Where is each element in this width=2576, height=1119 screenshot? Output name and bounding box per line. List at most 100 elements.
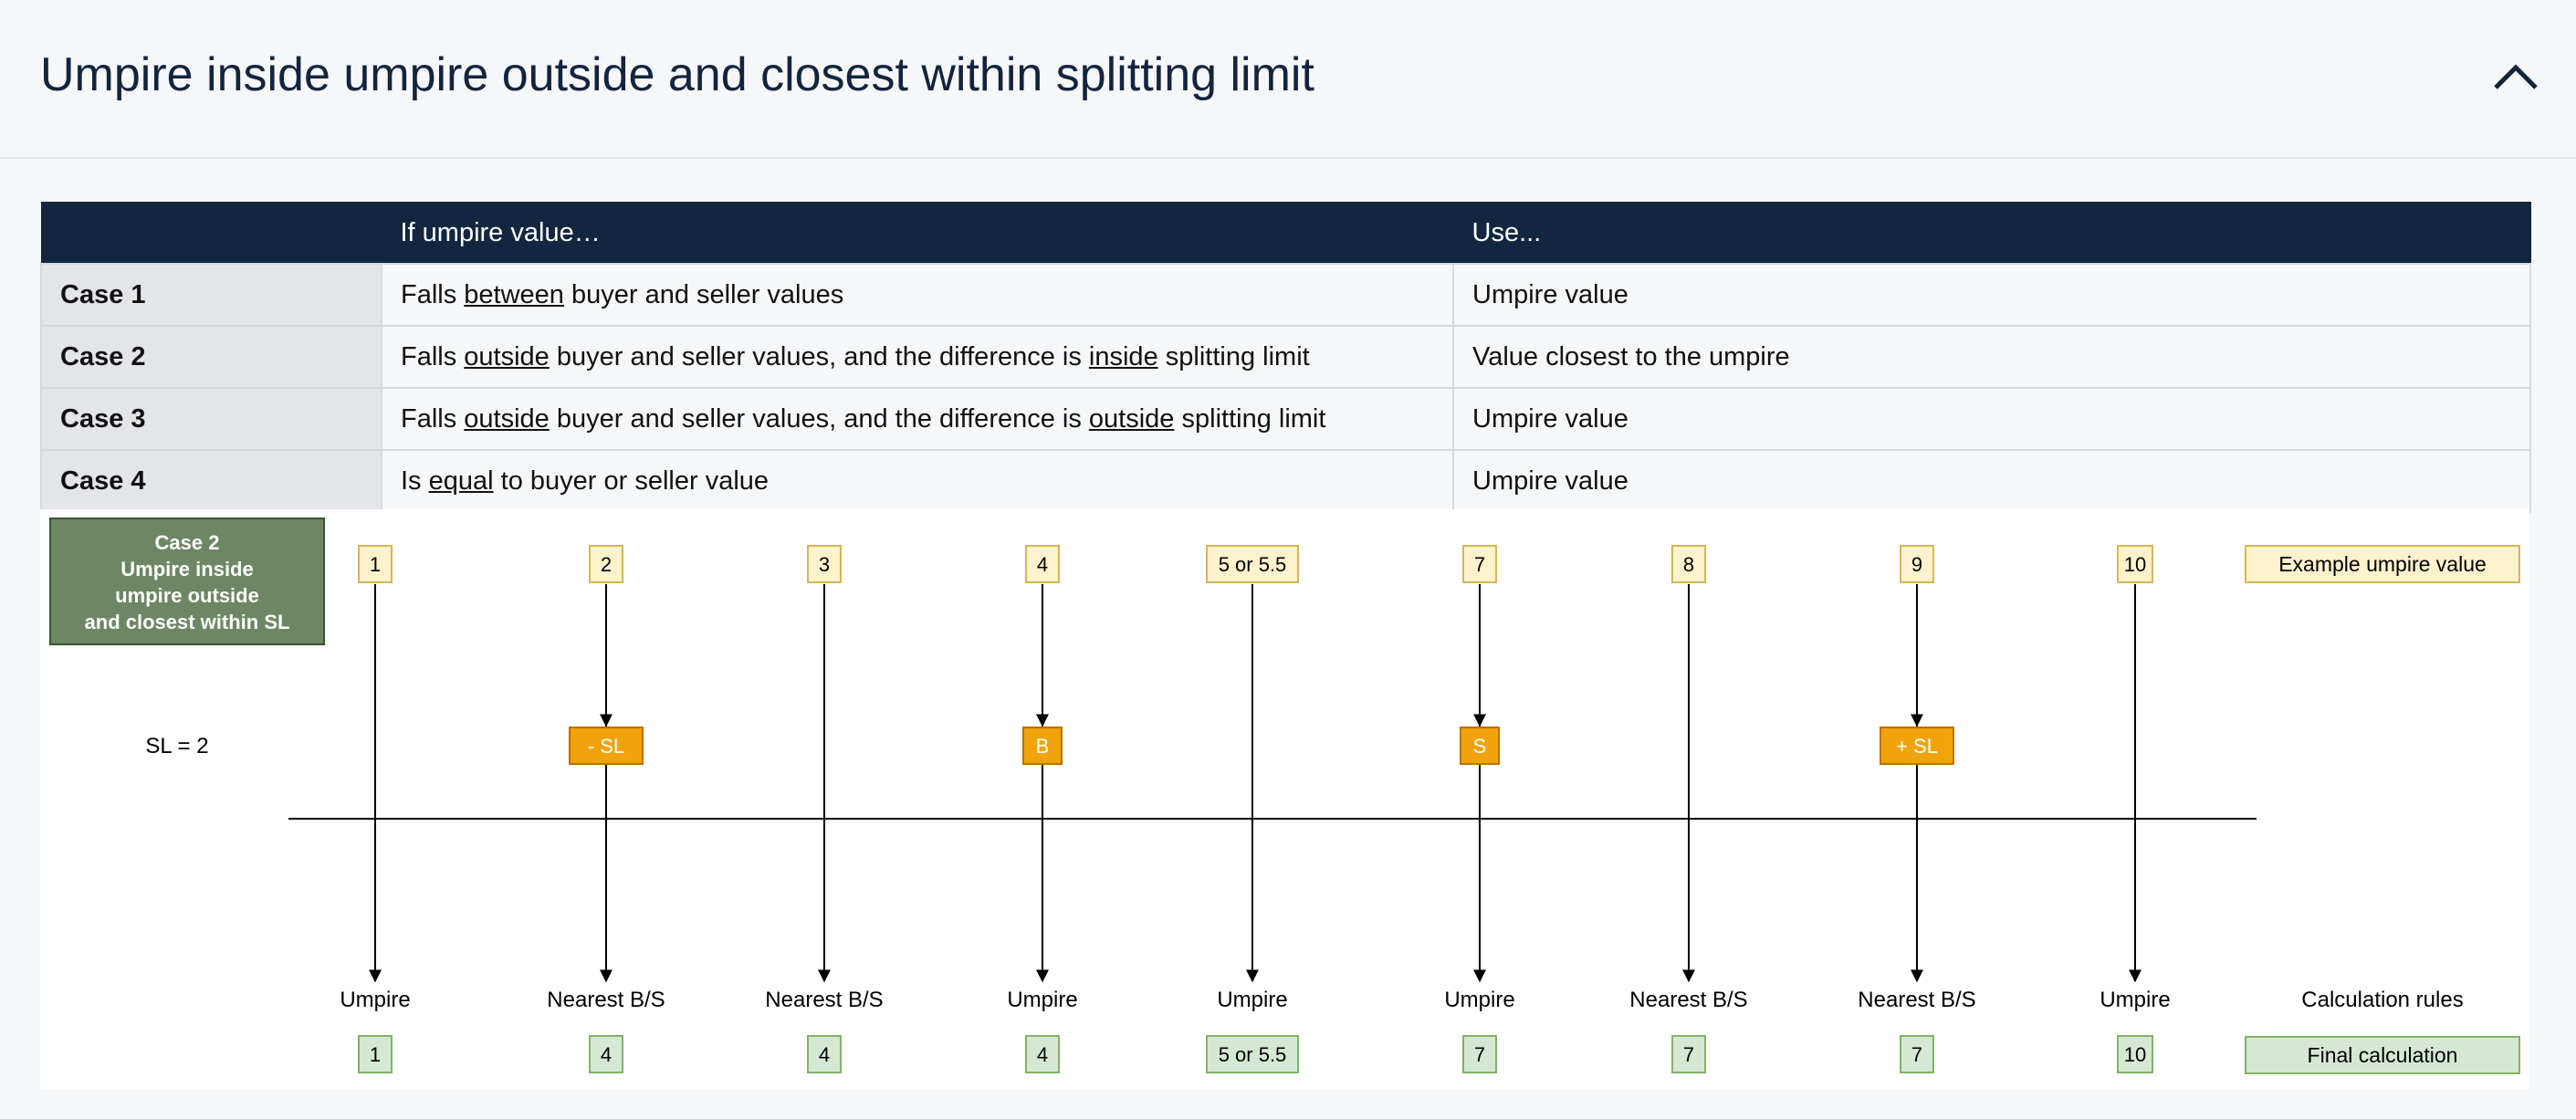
emphasized-term: outside — [464, 403, 550, 434]
final-value-box — [2117, 1035, 2153, 1073]
example-value-box — [1462, 545, 1497, 583]
chevron-up-icon — [2494, 64, 2538, 89]
case-condition: Falls outside buyer and seller values, a… — [381, 325, 1454, 389]
condition-text: buyer and seller values — [563, 279, 844, 309]
diagram-canvas: Case 2 Umpire inside umpire outside and clo… — [49, 518, 2520, 1074]
emphasized-term: between — [464, 279, 564, 309]
condition-text: buyer and seller values, and the differe… — [549, 341, 1089, 371]
calculation-rule: Umpire — [1444, 988, 1514, 1012]
example-value-box — [2117, 545, 2153, 583]
example-value-box — [589, 545, 623, 583]
emphasized-term: outside — [464, 341, 550, 371]
example-value: 4 — [1037, 553, 1048, 576]
value-marker-box — [1460, 727, 1500, 765]
calculation-rule: Umpire — [340, 988, 410, 1012]
final-value-box — [1462, 1035, 1497, 1073]
final-value: 4 — [819, 1043, 830, 1066]
final-value: 5 or 5.5 — [1219, 1043, 1287, 1066]
table-header-condition: If umpire value… — [381, 202, 1454, 265]
final-value: 7 — [1683, 1043, 1694, 1066]
table-header-row: If umpire value… Use... — [40, 202, 2531, 265]
table-row: Case 3 Falls outside buyer and seller val… — [40, 387, 2531, 451]
example-label-box — [2245, 545, 2520, 583]
case-use: Umpire value — [1452, 449, 2531, 513]
example-label: Example umpire value — [2278, 552, 2487, 576]
value-marker-box — [1022, 727, 1063, 765]
final-label-box — [2245, 1036, 2520, 1074]
final-label: Final calculation — [2308, 1043, 2458, 1067]
case-use: Value closest to the umpire — [1452, 325, 2531, 389]
example-value: 5 or 5.5 — [1219, 553, 1287, 576]
table-row: Case 4 Is equal to buyer or seller value U… — [40, 449, 2531, 513]
final-value: 1 — [370, 1043, 381, 1066]
example-value: 8 — [1683, 553, 1694, 576]
example-value-box — [358, 545, 393, 583]
table-header-use: Use... — [1452, 202, 2531, 265]
case-use: Umpire value — [1452, 263, 2531, 327]
emphasized-term: outside — [1088, 403, 1175, 434]
example-value: 3 — [819, 553, 830, 576]
example-value: 1 — [370, 553, 381, 576]
final-value: 4 — [601, 1043, 612, 1066]
calculation-rule: Nearest B/S — [1858, 988, 1975, 1012]
final-value: 10 — [2124, 1043, 2146, 1066]
condition-text: to buyer or seller value — [493, 465, 770, 496]
final-value-box — [358, 1035, 393, 1073]
example-value: 2 — [601, 553, 612, 576]
condition-text: splitting limit — [1174, 403, 1326, 434]
final-value-box — [1025, 1035, 1060, 1073]
section-title: Umpire inside umpire outside and closest… — [40, 48, 1314, 101]
case-condition: Is equal to buyer or seller value — [381, 449, 1454, 513]
condition-text: Falls — [401, 279, 465, 309]
example-value: 9 — [1911, 553, 1922, 576]
case-use: Umpire value — [1452, 387, 2531, 451]
collapse-button[interactable] — [2485, 47, 2547, 110]
final-value-box — [1900, 1035, 1934, 1073]
case-label: Case 1 — [40, 263, 382, 327]
example-value-box — [1025, 545, 1060, 583]
sl-label: SL = 2 — [145, 734, 208, 758]
final-value-box — [807, 1035, 842, 1073]
condition-text: splitting limit — [1157, 341, 1310, 371]
table-row: Case 2 Falls outside buyer and seller val… — [40, 325, 2531, 389]
cases-table: If umpire value… Use... Case 1 Falls betw… — [40, 202, 2531, 513]
calculation-rule: Nearest B/S — [1629, 988, 1747, 1012]
condition-text: Falls — [401, 403, 465, 434]
case-label: Case 3 — [40, 387, 382, 451]
case-condition: Falls between buyer and seller values — [381, 263, 1454, 327]
example-value-box — [1671, 545, 1706, 583]
case-box — [49, 518, 325, 645]
example-value: 7 — [1474, 553, 1485, 576]
emphasized-term: equal — [428, 465, 494, 496]
emphasized-term: inside — [1088, 341, 1158, 371]
calculation-rule: Nearest B/S — [547, 988, 665, 1012]
calculation-rule: Umpire — [2100, 988, 2170, 1012]
example-value-box — [1206, 545, 1299, 583]
rules-label: Calculation rules — [2301, 988, 2463, 1012]
case-box-text: Umpire inside — [120, 558, 253, 580]
value-marker-box — [569, 727, 644, 765]
value-marker: S — [1473, 735, 1487, 758]
case-box-text: umpire outside — [115, 584, 259, 607]
value-marker-box — [1880, 727, 1954, 765]
condition-text: buyer and seller values, and the differe… — [549, 403, 1089, 434]
calculation-rule: Umpire — [1007, 988, 1077, 1012]
value-marker: - SL — [588, 735, 624, 758]
case-box-text: Case 2 — [155, 531, 220, 554]
example-value-box — [807, 545, 842, 583]
case-box-text: and closest within SL — [85, 611, 290, 633]
calculation-rule: Nearest B/S — [765, 988, 883, 1012]
case-condition: Falls outside buyer and seller values, a… — [381, 387, 1454, 451]
final-value: 7 — [1911, 1043, 1922, 1066]
final-value-box — [1671, 1035, 1706, 1073]
value-marker: B — [1036, 735, 1050, 758]
final-value: 7 — [1474, 1043, 1485, 1066]
splitting-limit-diagram: Case 2 Umpire inside umpire outside and clo… — [40, 509, 2529, 1089]
condition-text: Falls — [401, 341, 465, 371]
case-label: Case 2 — [40, 325, 382, 389]
example-value: 10 — [2124, 553, 2146, 576]
example-value-box — [1900, 545, 1934, 583]
section-header: Umpire inside umpire outside and closest… — [0, 0, 2576, 159]
table-header-case — [40, 202, 382, 265]
table-row: Case 1 Falls between buyer and seller val… — [40, 263, 2531, 327]
